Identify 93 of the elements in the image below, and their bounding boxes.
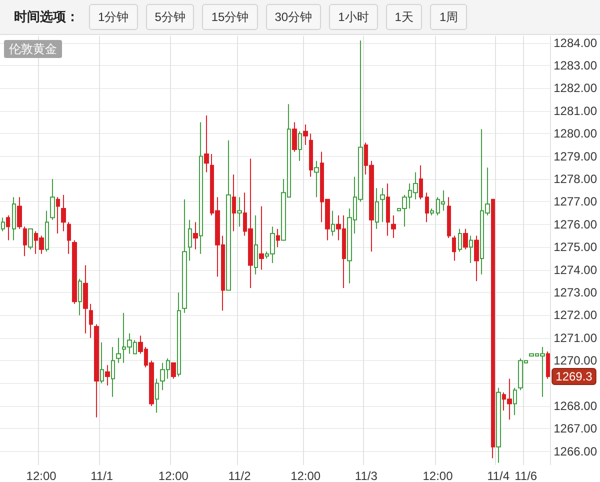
candlestick — [89, 303, 93, 338]
x-tick-label: 11/6 — [514, 469, 538, 482]
candlestick — [496, 387, 501, 464]
candlestick — [50, 178, 55, 220]
candlestick — [254, 214, 258, 275]
y-tick-label: 1281.00 — [554, 104, 598, 118]
candlestick — [67, 222, 71, 254]
y-tick-label: 1267.00 — [554, 422, 598, 436]
candlestick — [100, 342, 104, 384]
candlestick — [419, 164, 423, 200]
time-option-button[interactable]: 1小时 — [329, 4, 378, 30]
candlestick — [199, 122, 203, 254]
candlestick — [469, 235, 473, 264]
candlestick — [116, 337, 121, 364]
candlestick — [430, 208, 434, 216]
y-tick-label: 1272.00 — [554, 308, 598, 322]
y-tick-label: 1278.00 — [554, 172, 598, 186]
candlestick — [375, 188, 379, 230]
candlestick — [309, 133, 313, 178]
time-option-button[interactable]: 1周 — [430, 4, 468, 30]
candlestick — [425, 192, 429, 223]
candlestick — [474, 235, 479, 282]
y-tick-label: 1283.00 — [554, 58, 598, 73]
time-option-button[interactable]: 5分钟 — [146, 4, 194, 30]
x-tick-label: 12:00 — [158, 469, 189, 482]
candlestick — [193, 222, 198, 250]
candlestick — [182, 198, 187, 314]
candlestick — [17, 196, 22, 230]
candlestick — [155, 378, 159, 414]
x-tick-label: 12:00 — [290, 469, 321, 482]
candlestick — [177, 292, 181, 377]
x-tick-label: 12:00 — [422, 469, 454, 482]
x-tick-label: 11/1 — [90, 469, 114, 482]
candlestick — [45, 210, 49, 252]
candlestick — [23, 226, 27, 257]
candlestick — [61, 194, 66, 232]
y-tick-label: 1284.00 — [554, 36, 598, 50]
candlestick — [226, 140, 231, 291]
candlestick — [204, 114, 209, 173]
candlestick — [314, 160, 319, 198]
candlestick — [452, 235, 456, 262]
y-tick-label: 1274.00 — [554, 262, 598, 277]
candlestick — [232, 174, 236, 232]
text: 伦敦黄金 — [9, 42, 57, 56]
candlestick — [491, 198, 495, 459]
candlestick — [513, 387, 517, 416]
candlestick — [546, 351, 550, 380]
y-tick-label: 1273.00 — [554, 285, 598, 300]
candlestick — [56, 196, 60, 234]
time-option-button[interactable]: 30分钟 — [266, 4, 322, 30]
time-option-button[interactable]: 15分钟 — [202, 4, 258, 30]
candlestick — [303, 124, 308, 146]
x-tick-label: 12:00 — [26, 469, 57, 482]
candlestick — [105, 364, 110, 386]
candlestick — [463, 228, 468, 250]
candlestick — [111, 346, 115, 398]
candlestick — [276, 228, 280, 248]
candlestick — [458, 228, 462, 252]
y-tick-label: 1279.00 — [554, 149, 598, 164]
y-tick-label: 1276.00 — [554, 217, 598, 232]
y-tick-label: 1271.00 — [554, 330, 598, 345]
candlestick — [259, 206, 264, 270]
candlestick — [94, 324, 99, 418]
candlestick — [380, 188, 385, 223]
text: 时间选项： — [14, 8, 79, 26]
candlestick — [447, 196, 451, 239]
candlestick — [298, 130, 302, 162]
y-tick-label: 1282.00 — [554, 81, 598, 96]
time-option-button[interactable]: 1天 — [386, 4, 422, 30]
candlestick — [292, 122, 297, 152]
candlestick — [237, 196, 242, 228]
text: 1269.3 — [556, 369, 592, 384]
candlestick — [6, 214, 10, 241]
y-tick-label: 1268.00 — [554, 398, 598, 413]
y-tick-label: 1275.00 — [554, 240, 598, 254]
candlestick — [331, 210, 335, 236]
x-tick-label: 11/2 — [228, 469, 252, 482]
y-tick-label: 1270.00 — [554, 354, 598, 368]
candlestick — [83, 264, 88, 334]
candlestick — [78, 278, 82, 316]
candlestick — [171, 362, 176, 380]
candlestick — [391, 214, 396, 239]
candlestick — [12, 196, 16, 241]
candlestick — [72, 240, 77, 304]
candlestick — [386, 183, 390, 236]
x-tick-label: 11/3 — [354, 469, 378, 482]
x-tick-label: 11/4 — [487, 469, 510, 482]
y-tick-label: 1266.00 — [554, 444, 598, 458]
candlestick — [28, 228, 33, 250]
y-tick-label: 1277.00 — [554, 194, 598, 209]
y-tick-label: 1280.00 — [554, 126, 598, 141]
time-option-button[interactable]: 1分钟 — [89, 4, 138, 30]
candlestick — [188, 219, 192, 262]
